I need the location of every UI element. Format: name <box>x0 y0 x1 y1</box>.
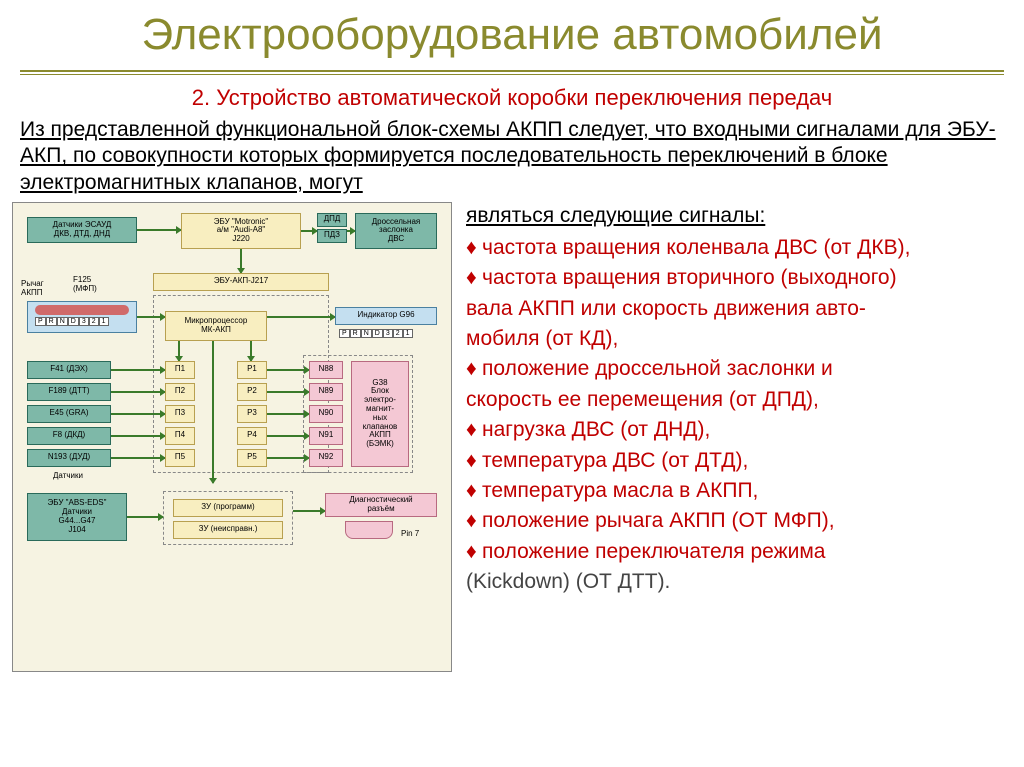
block-n193: N193 (ДУД) <box>27 449 111 467</box>
block-n90: N90 <box>309 405 343 423</box>
bullet-note: (Kickdown) (ОТ ДТТ). <box>466 568 1012 596</box>
arrow <box>137 229 181 231</box>
block-p3: П3 <box>165 405 195 423</box>
divider <box>20 70 1004 72</box>
block-r5: Р5 <box>237 449 267 467</box>
block-f125: F125(МФП) <box>73 275 113 293</box>
block-sensors_label: Датчики <box>53 471 103 480</box>
arrow <box>267 391 309 393</box>
arrow <box>111 413 165 415</box>
bullet-cont: мобиля (от КД), <box>466 325 1012 353</box>
arrow <box>212 341 214 483</box>
lever-icon <box>35 305 129 315</box>
block-diag: Диагностическийразъём <box>325 493 437 517</box>
arrow <box>267 369 309 371</box>
block-pin7: Pin 7 <box>401 529 433 538</box>
arrow <box>111 391 165 393</box>
block-r2: Р2 <box>237 383 267 401</box>
block-sensors_top: Датчики ЭСАУДДКВ, ДТД, ДНД <box>27 217 137 243</box>
block-r1: Р1 <box>237 361 267 379</box>
arrow <box>347 230 355 232</box>
gear-strip: PRND321 <box>35 317 109 326</box>
arrow <box>111 457 165 459</box>
arrow <box>267 435 309 437</box>
arrow <box>267 413 309 415</box>
arrow <box>111 435 165 437</box>
bullet-item: ♦нагрузка ДВС (от ДНД), <box>466 416 1012 444</box>
block-mcu: МикропроцессорМК-АКП <box>165 311 267 341</box>
block-e45: E45 (GRA) <box>27 405 111 423</box>
divider <box>20 74 1004 75</box>
block-p4: П4 <box>165 427 195 445</box>
bullet-item: ♦температура ДВС (от ДТД), <box>466 447 1012 475</box>
arrow <box>301 230 317 232</box>
block-lever_label: РычагАКПП <box>21 279 55 297</box>
bullet-item: ♦температура масла в АКПП, <box>466 477 1012 505</box>
block-n92: N92 <box>309 449 343 467</box>
arrow <box>137 316 165 318</box>
arrow <box>250 341 252 361</box>
bullet-item: ♦частота вращения коленвала ДВС (от ДКВ)… <box>466 234 1012 262</box>
block-g38: G38Блокэлектро-магнит-ныхклапановАКПП(БЭ… <box>351 361 409 467</box>
block-f41: F41 (ДЭХ) <box>27 361 111 379</box>
arrow <box>178 341 180 361</box>
bullet-cont: вала АКПП или скорость движения авто- <box>466 295 1012 323</box>
content-row: Датчики ЭСАУДДКВ, ДТД, ДНД ЭБУ "Motronic"… <box>12 202 1012 672</box>
block-p2: П2 <box>165 383 195 401</box>
block-p5: П5 <box>165 449 195 467</box>
bullet-item: ♦частота вращения вторичного (выходного) <box>466 264 1012 292</box>
arrow <box>111 369 165 371</box>
block-diagram: Датчики ЭСАУДДКВ, ДТД, ДНД ЭБУ "Motronic"… <box>12 202 452 672</box>
block-indicator: Индикатор G96 <box>335 307 437 325</box>
bullet-cont: скорость ее перемещения (от ДПД), <box>466 386 1012 414</box>
arrow <box>267 316 335 318</box>
block-r4: Р4 <box>237 427 267 445</box>
block-ebu_akp: ЭБУ-АКП-J217 <box>153 273 329 291</box>
bullet-lead: являться следующие сигналы: <box>466 202 1012 230</box>
bullet-item: ♦положение переключателя режима <box>466 538 1012 566</box>
block-r3: Р3 <box>237 405 267 423</box>
bullet-list: являться следующие сигналы: ♦частота вра… <box>466 202 1012 672</box>
block-f189: F189 (ДТТ) <box>27 383 111 401</box>
gear-strip: PRND321 <box>339 329 413 338</box>
block-p1: П1 <box>165 361 195 379</box>
block-f8: F8 (ДКД) <box>27 427 111 445</box>
bullet-item: ♦положение дроссельной заслонки и <box>466 355 1012 383</box>
block-dpd: ДПД <box>317 213 347 227</box>
arrow <box>293 510 325 512</box>
diag-connector-icon <box>345 521 393 539</box>
subtitle: 2. Устройство автоматической коробки пер… <box>40 85 984 111</box>
arrow <box>267 457 309 459</box>
block-zu2: ЗУ (неисправн.) <box>173 521 283 539</box>
block-ebu_motronic: ЭБУ "Motronic"а/м "Audi-A8"J220 <box>181 213 301 249</box>
block-throttle: ДроссельнаязаслонкаДВС <box>355 213 437 249</box>
block-abs: ЭБУ "ABS-EDS"ДатчикиG44...G47J104 <box>27 493 127 541</box>
page-title: Электрооборудование автомобилей <box>0 0 1024 66</box>
intro-text: Из представленной функциональной блок-сх… <box>20 117 1004 196</box>
bullet-item: ♦положение рычага АКПП (ОТ МФП), <box>466 507 1012 535</box>
block-n89: N89 <box>309 383 343 401</box>
arrow <box>127 516 163 518</box>
block-zu1: ЗУ (программ) <box>173 499 283 517</box>
block-pdz: ПДЗ <box>317 229 347 243</box>
block-n88: N88 <box>309 361 343 379</box>
arrow <box>240 249 242 273</box>
block-n91: N91 <box>309 427 343 445</box>
